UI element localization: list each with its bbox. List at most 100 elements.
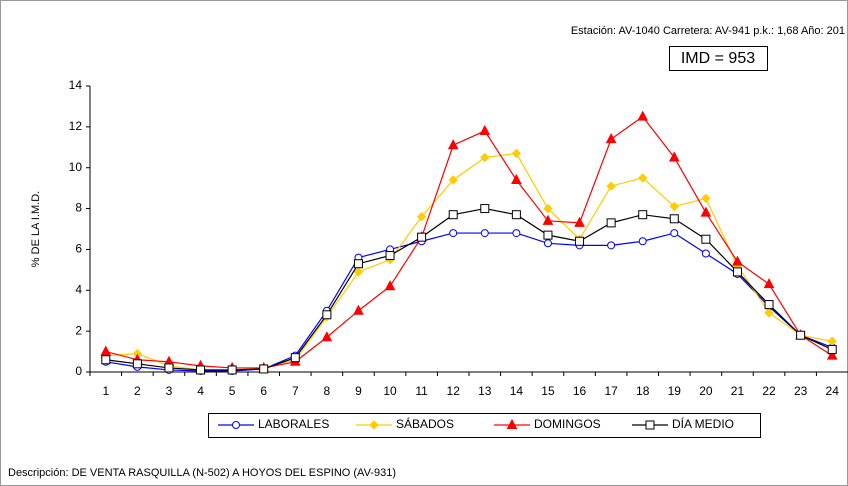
y-tick-label: 12	[69, 119, 83, 133]
point	[732, 255, 743, 266]
y-tick-label: 10	[69, 160, 83, 174]
point	[447, 139, 459, 150]
point	[669, 214, 679, 224]
point	[668, 151, 680, 162]
x-tick-label: 11	[415, 384, 428, 398]
point	[101, 355, 111, 365]
point	[385, 251, 395, 261]
point	[353, 304, 364, 315]
point	[574, 216, 585, 227]
point	[384, 280, 396, 291]
point	[480, 152, 490, 163]
point	[448, 210, 458, 220]
footer: Descripción: DE VENTA RASQUILLA (N-502) …	[8, 467, 396, 479]
x-tick-label: 15	[541, 384, 555, 398]
point	[542, 214, 554, 225]
point	[638, 210, 648, 220]
point	[606, 218, 616, 228]
x-tick-label: 1	[102, 384, 109, 398]
point	[605, 133, 617, 144]
point	[259, 364, 269, 374]
point	[290, 353, 300, 363]
point	[700, 206, 712, 217]
point	[417, 232, 427, 242]
point	[321, 331, 333, 342]
x-tick-label: 24	[826, 384, 840, 398]
point	[763, 278, 775, 289]
x-tick-label: 7	[292, 384, 299, 398]
badge-box	[669, 46, 768, 71]
point	[353, 259, 363, 269]
point	[416, 212, 427, 222]
x-tick-label: 23	[794, 384, 808, 398]
point	[196, 365, 206, 375]
x-tick-label: 3	[166, 384, 173, 398]
point	[606, 181, 616, 191]
point	[511, 173, 522, 184]
x-tick-label: 2	[134, 384, 141, 398]
y-tick-label: 4	[75, 282, 82, 296]
x-tick-label: 13	[478, 384, 492, 398]
series-line	[105, 115, 833, 369]
legend-label: SÁBADOS	[396, 416, 454, 431]
point	[638, 173, 648, 183]
series-line	[105, 232, 833, 372]
x-tick-label: 4	[197, 384, 204, 398]
x-tick-label: 21	[731, 384, 745, 398]
point	[480, 229, 489, 238]
point	[796, 330, 806, 340]
legend-marker	[506, 418, 518, 429]
header: Estación: AV-1040 Carretera: AV-941 p.k.…	[571, 25, 845, 37]
point	[480, 204, 490, 214]
point	[227, 365, 237, 375]
y-tick-label: 14	[69, 78, 83, 92]
point	[512, 229, 521, 238]
y-tick-label: 2	[75, 323, 82, 337]
point	[448, 175, 458, 185]
point	[764, 308, 774, 318]
point	[701, 234, 711, 244]
point	[132, 359, 142, 369]
point	[732, 267, 742, 277]
point	[322, 310, 332, 320]
point	[511, 210, 521, 220]
point	[669, 201, 679, 212]
legend-label: LABORALES	[258, 417, 329, 431]
point	[670, 229, 679, 238]
x-tick-label: 8	[324, 384, 331, 398]
x-tick-label: 18	[636, 384, 650, 398]
x-tick-label: 6	[260, 384, 267, 398]
y-tick-label: 6	[75, 242, 82, 256]
point	[449, 229, 458, 238]
x-tick-label: 20	[699, 384, 713, 398]
x-tick-label: 22	[762, 384, 776, 398]
point	[479, 124, 491, 135]
point	[353, 267, 364, 277]
legend-marker	[369, 420, 379, 430]
legend-label: DÍA MEDIO	[672, 416, 734, 431]
point	[826, 349, 838, 360]
point	[701, 249, 710, 258]
point	[543, 230, 553, 240]
y-axis-label: % DE LA I.M.D.	[30, 191, 42, 267]
point	[764, 300, 774, 310]
series-line	[105, 207, 833, 371]
x-tick-label: 14	[510, 384, 524, 398]
point	[607, 241, 616, 250]
x-tick-label: 19	[668, 384, 682, 398]
point	[543, 239, 552, 248]
point	[827, 345, 837, 355]
y-tick-label: 0	[75, 364, 82, 378]
x-tick-label: 9	[355, 384, 362, 398]
point	[164, 363, 174, 373]
legend-label: DOMINGOS	[534, 417, 601, 431]
x-tick-label: 17	[604, 384, 618, 398]
badge: IMD = 953	[681, 50, 755, 67]
point	[543, 203, 553, 214]
legend	[208, 413, 761, 438]
point	[100, 345, 112, 356]
point	[511, 148, 522, 159]
y-tick-label: 8	[75, 201, 82, 215]
legend-marker	[645, 420, 655, 430]
